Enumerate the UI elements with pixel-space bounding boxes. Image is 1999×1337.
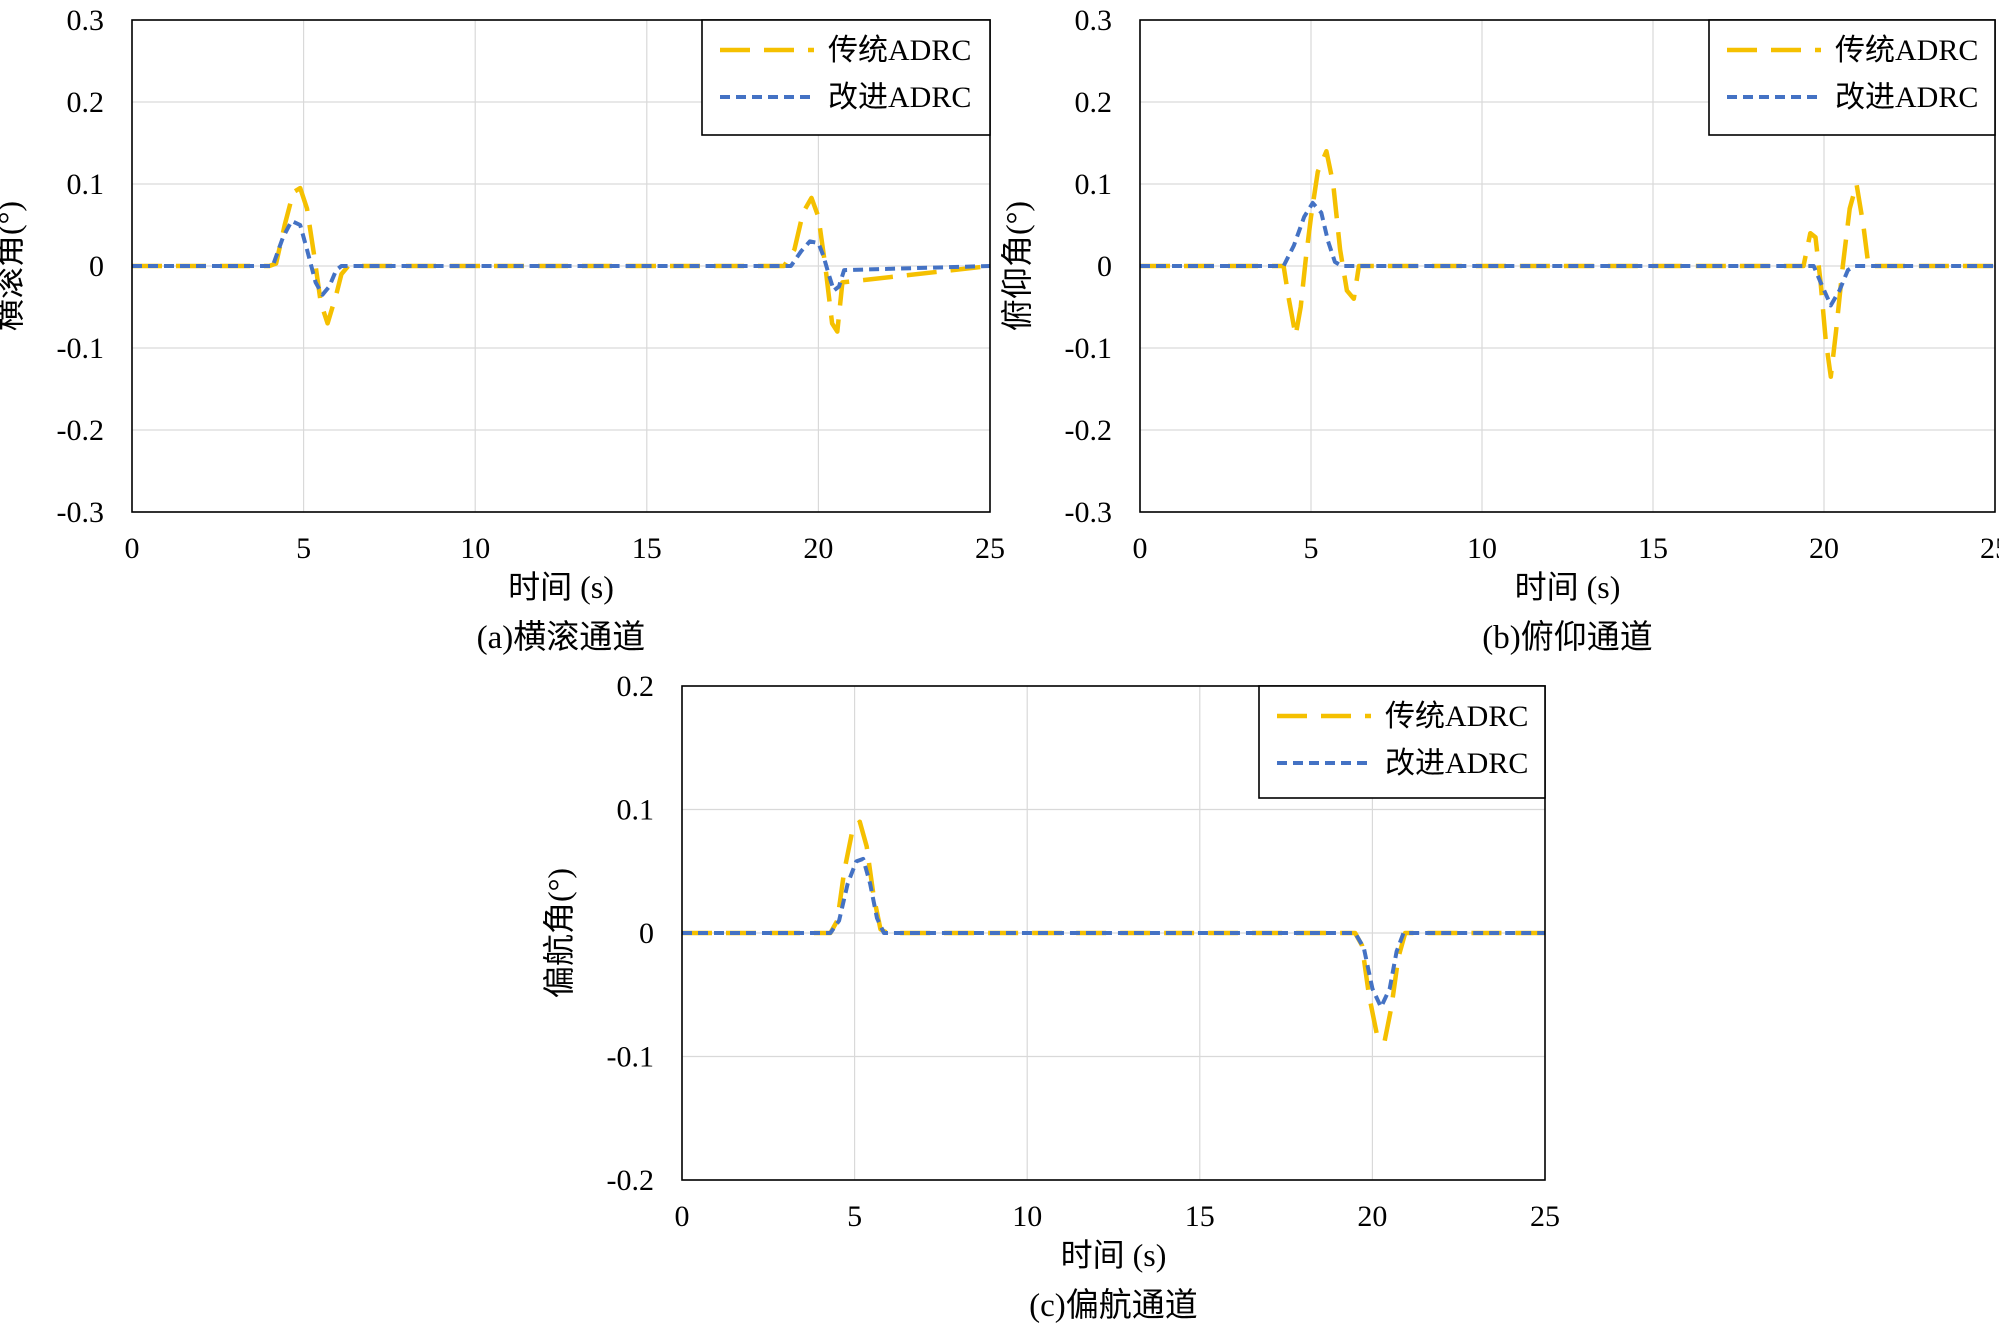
y-tick-label: 0.3: [67, 4, 105, 37]
x-tick-label: 0: [125, 532, 140, 565]
y-tick-label: 0.1: [617, 794, 655, 827]
x-tick-label: 20: [1357, 1200, 1387, 1233]
legend: 传统ADRC 改进ADRC: [1708, 19, 1996, 136]
series-line-traditional-adrc: [1140, 148, 1995, 379]
x-tick-label: 5: [1304, 532, 1319, 565]
y-tick-label: 0.1: [1075, 168, 1113, 201]
x-tick-label: 20: [1809, 532, 1839, 565]
chart-panel-3: 0 5 10 15 20 25 0.2 0.1 0 -0.1 -0.2 时间 (s) 偏航角(°) (c)…: [541, 670, 1560, 1324]
x-axis-label: 时间 (s): [508, 569, 614, 605]
legend: 传统ADRC 改进ADRC: [701, 19, 991, 136]
series-line-improved-adrc: [1140, 200, 1995, 308]
legend-box: [1258, 685, 1546, 799]
y-tick-label: 0.2: [1075, 86, 1113, 119]
x-tick-label: 15: [1638, 532, 1668, 565]
x-tick-label: 25: [1980, 532, 1999, 565]
y-tick-label: 0: [89, 250, 104, 283]
x-tick-label: 10: [1012, 1200, 1042, 1233]
x-tick-label: 10: [1467, 532, 1497, 565]
y-tick-label: -0.2: [1065, 414, 1113, 447]
plot-frame: [681, 685, 1546, 1181]
legend-entry-label: 改进ADRC: [828, 81, 971, 114]
x-tick-label: 0: [1133, 532, 1148, 565]
x-tick-label: 25: [1530, 1200, 1560, 1233]
y-axis-label: 偏航角(°): [541, 868, 577, 998]
legend: 传统ADRC 改进ADRC: [1258, 685, 1546, 799]
series-line-traditional-adrc: [132, 185, 990, 334]
y-tick-label: -0.1: [1065, 332, 1113, 365]
x-tick-label: 5: [296, 532, 311, 565]
y-axis-label: 俯仰角(°): [999, 201, 1035, 331]
y-tick-label: -0.2: [607, 1164, 655, 1197]
x-tick-label: 0: [675, 1200, 690, 1233]
y-tick-label: 0.2: [67, 86, 105, 119]
legend-entry-label: 传统ADRC: [1835, 34, 1978, 67]
x-tick-label: 15: [632, 532, 662, 565]
y-axis-label: 横滚角(°): [0, 201, 27, 331]
legend-box: [1708, 19, 1996, 136]
series-line-improved-adrc: [132, 218, 990, 297]
panel-caption: (a)横滚通道: [477, 619, 646, 656]
panel-caption: (c)偏航通道: [1029, 1287, 1198, 1324]
plot-frame: [1139, 19, 1996, 513]
y-tick-label: -0.2: [57, 414, 105, 447]
x-tick-label: 25: [975, 532, 1005, 565]
x-tick-label: 5: [847, 1200, 862, 1233]
y-tick-label: -0.3: [57, 496, 105, 529]
y-tick-label: 0.1: [67, 168, 105, 201]
chart-panel-2: 0 5 10 15 20 25 0.3 0.2 0.1 0 -0.1 -0.2 -0.3 时间 (s) 俯仰…: [999, 4, 1999, 656]
plot-frame: [131, 19, 991, 513]
legend-entry-label: 传统ADRC: [1385, 700, 1528, 733]
chart-panel-1: 0 5 10 15 20 25 0.3 0.2 0.1 0 -0.1 -0.2 -0.3 时间 (s) 横滚…: [0, 4, 1005, 656]
y-tick-label: 0: [639, 917, 654, 950]
y-tick-label: -0.1: [607, 1041, 655, 1074]
y-tick-label: -0.1: [57, 332, 105, 365]
legend-box: [701, 19, 991, 136]
x-axis-label: 时间 (s): [1061, 1237, 1167, 1273]
legend-entry-label: 改进ADRC: [1835, 81, 1978, 114]
legend-entry-label: 传统ADRC: [828, 34, 971, 67]
x-tick-label: 20: [803, 532, 833, 565]
y-tick-label: 0.3: [1075, 4, 1113, 37]
series-line-improved-adrc: [682, 856, 1545, 1010]
y-tick-label: 0.2: [617, 670, 655, 703]
y-tick-label: -0.3: [1065, 496, 1113, 529]
y-tick-label: 0: [1097, 250, 1112, 283]
x-axis-label: 时间 (s): [1515, 569, 1621, 605]
legend-entry-label: 改进ADRC: [1385, 747, 1528, 780]
panel-caption: (b)俯仰通道: [1482, 619, 1652, 656]
x-tick-label: 10: [460, 532, 490, 565]
x-tick-label: 15: [1185, 1200, 1215, 1233]
